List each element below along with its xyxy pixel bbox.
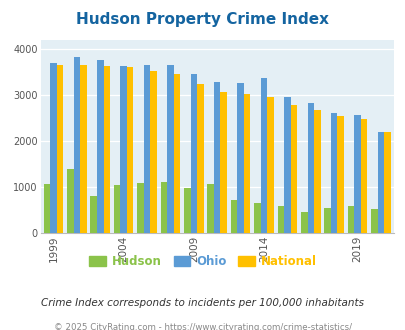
Bar bbox=[254, 203, 260, 233]
Bar bbox=[230, 201, 237, 233]
Text: © 2025 CityRating.com - https://www.cityrating.com/crime-statistics/: © 2025 CityRating.com - https://www.city… bbox=[54, 323, 351, 330]
Bar bbox=[237, 83, 243, 233]
Bar bbox=[213, 82, 220, 233]
Bar bbox=[330, 113, 337, 233]
Bar bbox=[207, 184, 213, 233]
Text: Crime Index corresponds to incidents per 100,000 inhabitants: Crime Index corresponds to incidents per… bbox=[41, 298, 364, 308]
Bar bbox=[143, 65, 150, 233]
Bar bbox=[370, 209, 377, 233]
Legend: Hudson, Ohio, National: Hudson, Ohio, National bbox=[85, 250, 320, 273]
Bar bbox=[50, 63, 57, 233]
Bar bbox=[337, 116, 343, 233]
Bar bbox=[137, 183, 143, 233]
Bar bbox=[113, 185, 120, 233]
Bar bbox=[196, 84, 203, 233]
Bar bbox=[43, 184, 50, 233]
Bar bbox=[324, 208, 330, 233]
Bar bbox=[377, 132, 383, 233]
Bar bbox=[266, 97, 273, 233]
Bar bbox=[167, 65, 173, 233]
Bar bbox=[103, 66, 110, 233]
Bar bbox=[120, 66, 127, 233]
Bar bbox=[90, 196, 97, 233]
Bar bbox=[220, 92, 226, 233]
Bar bbox=[97, 60, 103, 233]
Bar bbox=[243, 94, 250, 233]
Bar bbox=[284, 97, 290, 233]
Bar bbox=[347, 206, 354, 233]
Bar bbox=[160, 182, 167, 233]
Bar bbox=[307, 103, 313, 233]
Bar bbox=[354, 115, 360, 233]
Bar bbox=[313, 110, 320, 233]
Bar bbox=[150, 71, 156, 233]
Bar bbox=[57, 65, 63, 233]
Bar bbox=[67, 169, 73, 233]
Bar bbox=[183, 187, 190, 233]
Bar bbox=[80, 65, 87, 233]
Bar bbox=[73, 57, 80, 233]
Bar bbox=[173, 74, 180, 233]
Bar bbox=[190, 74, 196, 233]
Text: Hudson Property Crime Index: Hudson Property Crime Index bbox=[76, 12, 329, 26]
Bar bbox=[277, 206, 284, 233]
Bar bbox=[260, 78, 266, 233]
Bar bbox=[383, 132, 390, 233]
Bar bbox=[360, 119, 367, 233]
Bar bbox=[290, 105, 296, 233]
Bar bbox=[127, 67, 133, 233]
Bar bbox=[300, 212, 307, 233]
